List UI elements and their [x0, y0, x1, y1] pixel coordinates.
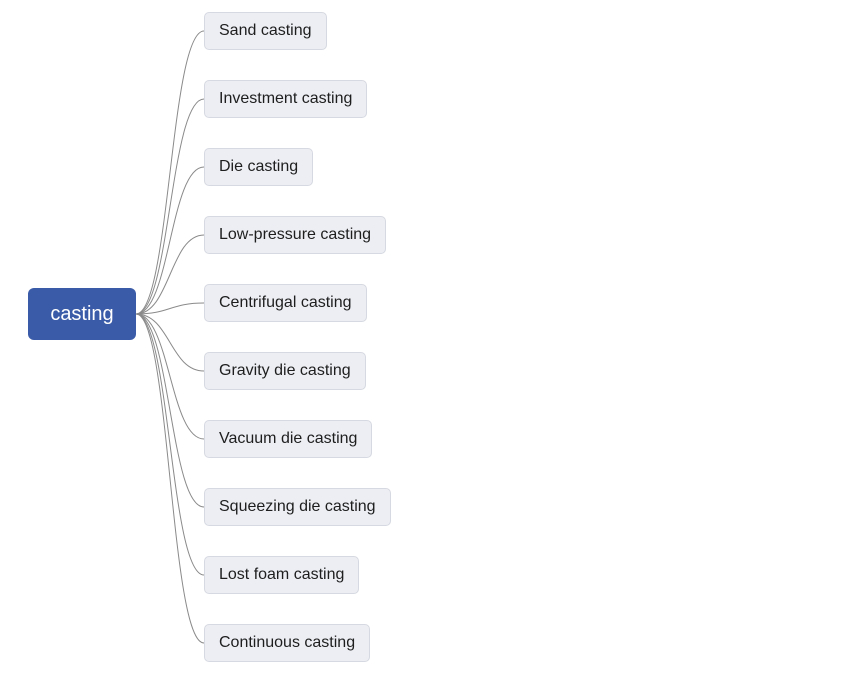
mindmap-canvas: casting Sand casting Investment casting Di… — [0, 0, 843, 681]
connector-investment-casting — [136, 99, 204, 314]
child-node-squeezing-die-casting[interactable]: Squeezing die casting — [204, 488, 391, 526]
connector-centrifugal-casting — [136, 303, 204, 314]
child-node-label: Investment casting — [219, 90, 352, 108]
connector-die-casting — [136, 167, 204, 314]
child-node-vacuum-die-casting[interactable]: Vacuum die casting — [204, 420, 372, 458]
connector-layer — [0, 0, 843, 681]
child-node-label: Squeezing die casting — [219, 498, 376, 516]
connector-low-pressure-casting — [136, 235, 204, 314]
connector-squeezing-die-casting — [136, 314, 204, 507]
root-node-casting[interactable]: casting — [28, 288, 136, 340]
child-node-label: Lost foam casting — [219, 566, 344, 584]
child-node-label: Continuous casting — [219, 634, 355, 652]
child-node-continuous-casting[interactable]: Continuous casting — [204, 624, 370, 662]
connector-vacuum-die-casting — [136, 314, 204, 439]
child-node-label: Low-pressure casting — [219, 226, 371, 244]
child-node-investment-casting[interactable]: Investment casting — [204, 80, 367, 118]
child-node-low-pressure-casting[interactable]: Low-pressure casting — [204, 216, 386, 254]
child-node-centrifugal-casting[interactable]: Centrifugal casting — [204, 284, 367, 322]
child-node-label: Vacuum die casting — [219, 430, 357, 448]
child-node-sand-casting[interactable]: Sand casting — [204, 12, 327, 50]
child-node-die-casting[interactable]: Die casting — [204, 148, 313, 186]
connector-gravity-die-casting — [136, 314, 204, 371]
child-node-label: Gravity die casting — [219, 362, 351, 380]
child-node-label: Centrifugal casting — [219, 294, 352, 312]
child-node-lost-foam-casting[interactable]: Lost foam casting — [204, 556, 359, 594]
connector-sand-casting — [136, 31, 204, 314]
connector-continuous-casting — [136, 314, 204, 643]
child-node-gravity-die-casting[interactable]: Gravity die casting — [204, 352, 366, 390]
root-node-label: casting — [50, 303, 113, 326]
connector-lost-foam-casting — [136, 314, 204, 575]
child-node-label: Die casting — [219, 158, 298, 176]
child-node-label: Sand casting — [219, 22, 312, 40]
